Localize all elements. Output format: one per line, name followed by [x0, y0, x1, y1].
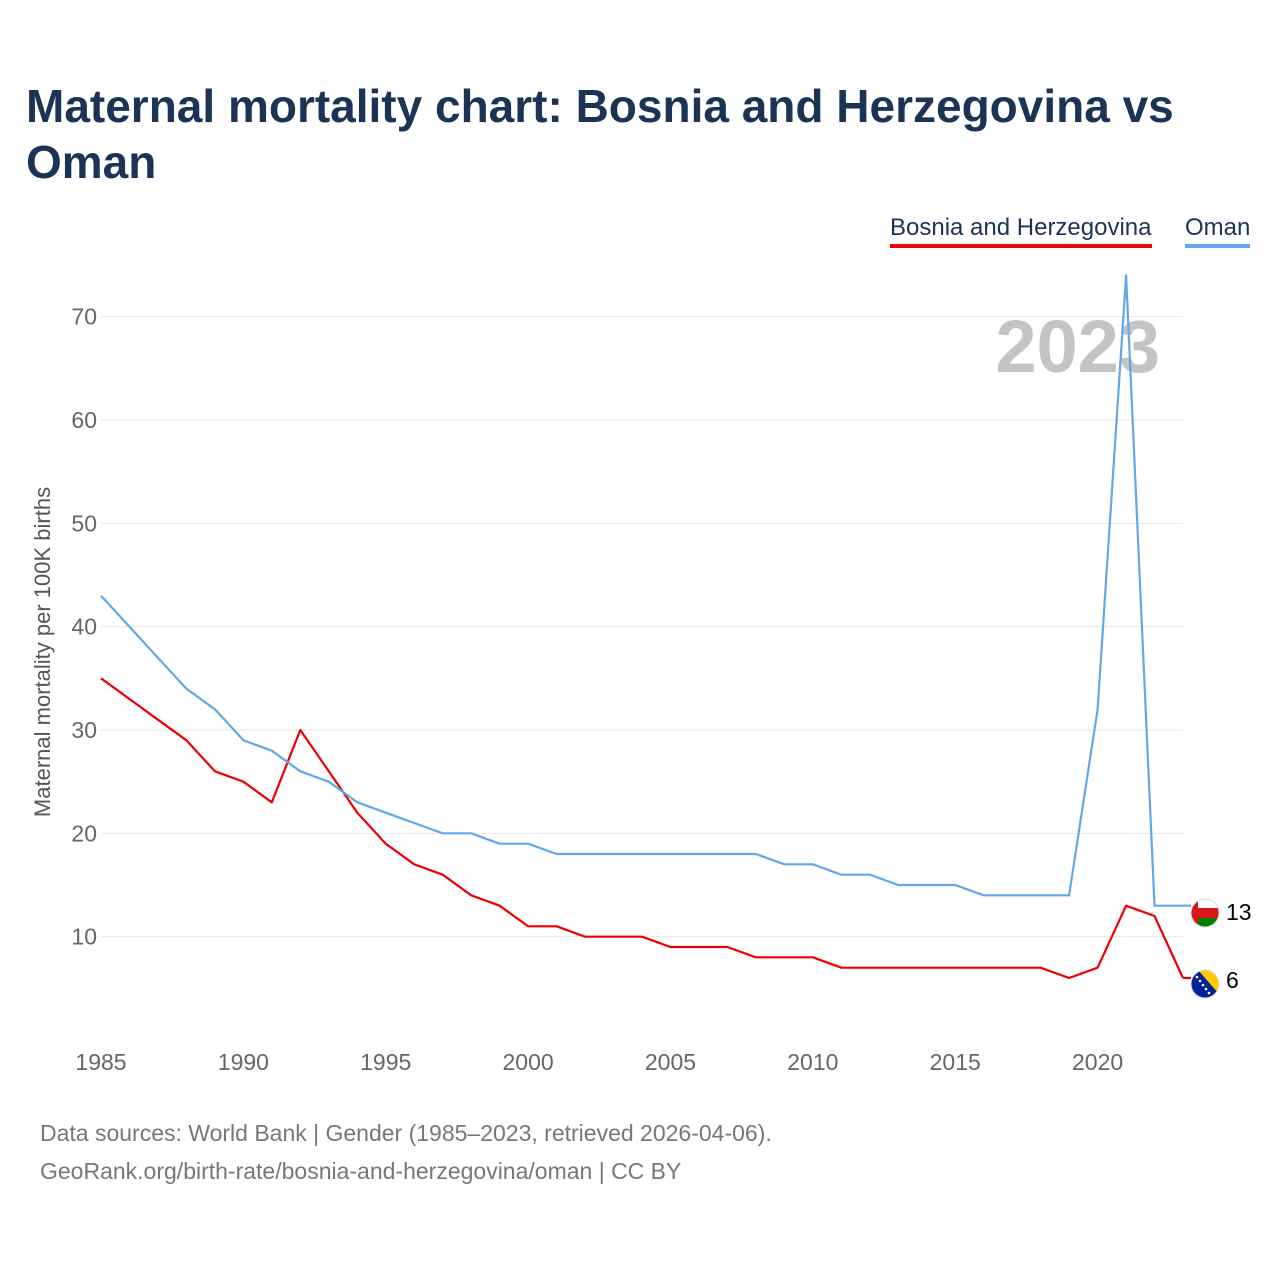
- x-axis-ticks: 1985 1990 1995 2000 2005 2010 2015 2020: [75, 1049, 1123, 1075]
- x-tick-label: 1995: [360, 1049, 411, 1075]
- legend-item-bosnia[interactable]: Bosnia and Herzegovina: [890, 214, 1152, 248]
- y-tick-label: 20: [71, 820, 97, 846]
- series-line-oman[interactable]: [100, 274, 1183, 907]
- x-tick-label: 1990: [218, 1049, 269, 1075]
- oman-end-value: 13: [1226, 899, 1252, 925]
- x-tick-label: 2000: [503, 1049, 554, 1075]
- x-tick-label: 2005: [645, 1049, 696, 1075]
- y-tick-label: 60: [71, 407, 97, 433]
- footer-credit[interactable]: GeoRank.org/birth-rate/bosnia-and-herzeg…: [40, 1158, 682, 1184]
- y-tick-label: 50: [71, 510, 97, 536]
- x-tick-label: 2020: [1072, 1049, 1123, 1075]
- y-axis-title: Maternal mortality per 100K births: [30, 487, 55, 817]
- footer-sources: Data sources: World Bank | Gender (1985–…: [40, 1120, 772, 1146]
- current-year-label: 2023: [995, 305, 1160, 388]
- x-tick-label: 1985: [75, 1049, 126, 1075]
- series-line-bosnia-and-herzegovina[interactable]: [100, 677, 1184, 980]
- gridlines: [101, 316, 1183, 938]
- legend-item-oman[interactable]: Oman: [1185, 214, 1251, 248]
- x-tick-label: 2015: [930, 1049, 981, 1075]
- bosnia-flag-icon: [1190, 969, 1220, 999]
- y-tick-label: 30: [71, 717, 97, 743]
- series-lines: [100, 274, 1191, 980]
- chart-title: Maternal mortality chart: Bosnia and Her…: [26, 80, 1174, 188]
- x-tick-label: 2010: [787, 1049, 838, 1075]
- y-tick-label: 40: [71, 614, 97, 640]
- y-tick-label: 70: [71, 304, 97, 330]
- y-tick-label: 10: [71, 924, 97, 950]
- y-axis-ticks: 10 20 30 40 50 60 70: [71, 304, 97, 950]
- bosnia-end-value: 6: [1226, 967, 1239, 993]
- oman-flag-icon: [1190, 898, 1220, 928]
